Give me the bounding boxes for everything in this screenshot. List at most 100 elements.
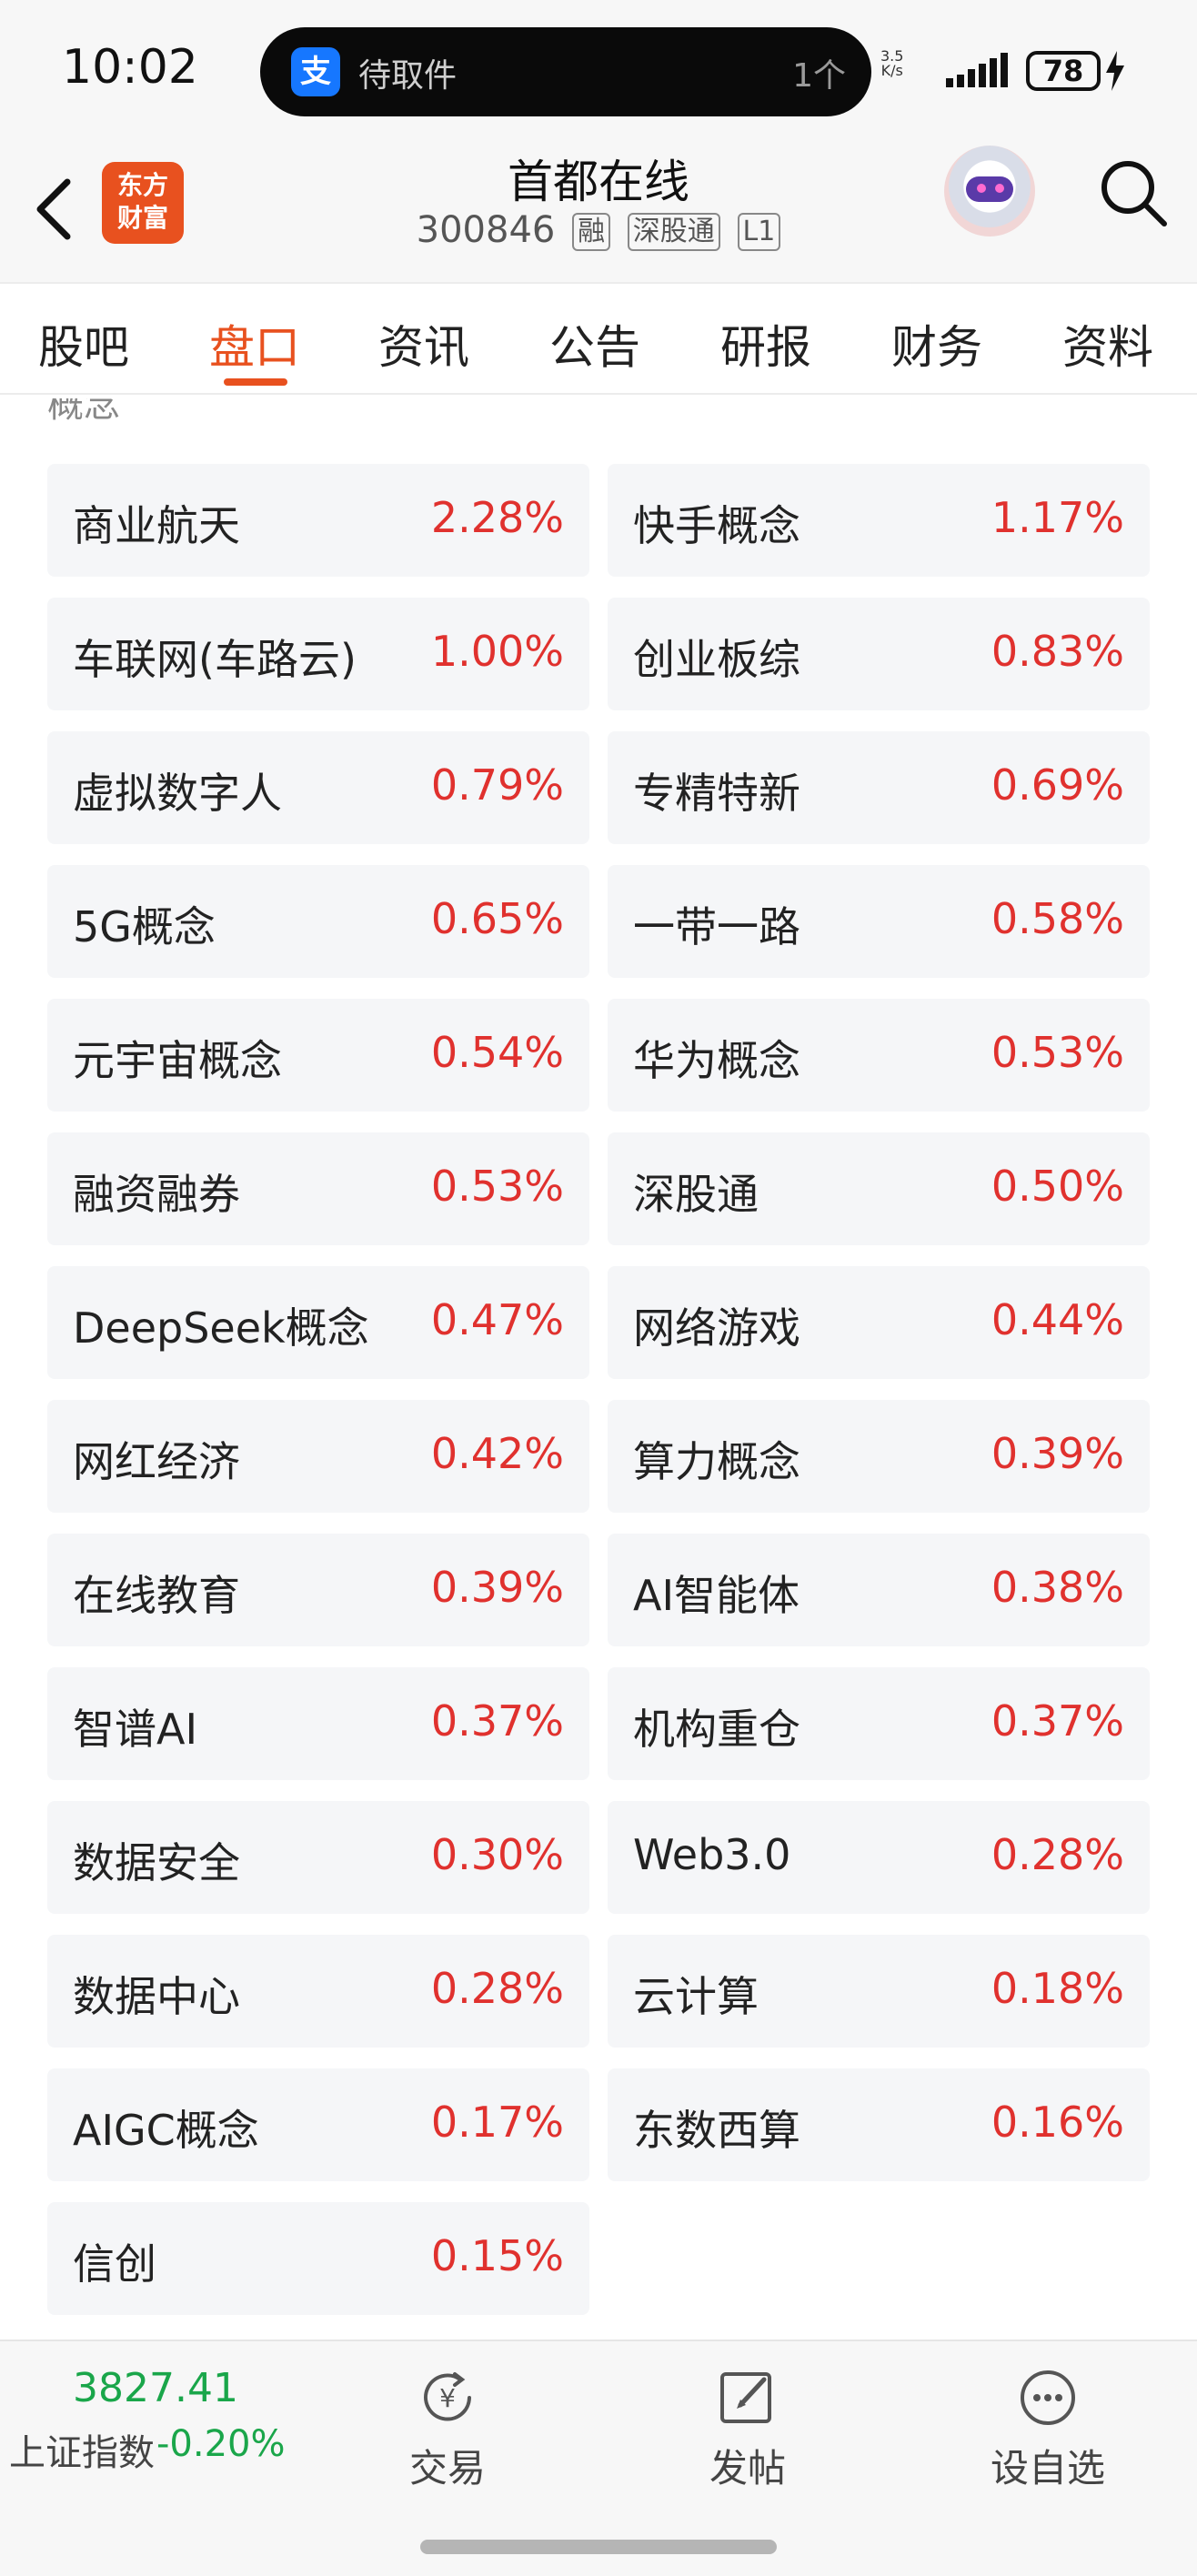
tab-news[interactable]: 资讯 — [378, 321, 469, 374]
level-badge: L1 — [737, 213, 781, 251]
concept-cell[interactable]: AI智能体 0.38% — [608, 1534, 1150, 1646]
concept-change: 0.47% — [430, 1295, 564, 1344]
concept-change: 0.79% — [430, 760, 564, 810]
notification-count: 1个 — [792, 57, 846, 95]
stock-code-row: 300846 融 深股通 L1 — [0, 209, 1197, 251]
charging-icon — [1106, 51, 1124, 91]
watchlist-label: 设自选 — [990, 2446, 1105, 2490]
concept-cell[interactable]: 网红经济 0.42% — [47, 1400, 589, 1513]
concept-cell[interactable]: 云计算 0.18% — [608, 1935, 1150, 2048]
home-indicator[interactable] — [420, 2540, 777, 2554]
concept-change: 0.18% — [991, 1964, 1124, 2013]
concept-name: 机构重仓 — [633, 1705, 800, 1754]
concept-cell[interactable]: 专精特新 0.69% — [608, 731, 1150, 844]
svg-text:¥: ¥ — [439, 2383, 456, 2413]
add-watchlist-button[interactable]: 设自选 — [957, 2363, 1139, 2493]
concept-cell[interactable]: 网络游戏 0.44% — [608, 1266, 1150, 1379]
concept-change: 0.83% — [991, 627, 1124, 676]
back-arrow-icon[interactable] — [27, 173, 82, 246]
tab-profile[interactable]: 资料 — [1062, 321, 1153, 374]
margin-badge: 融 — [572, 213, 611, 251]
tab-research[interactable]: 研报 — [720, 321, 811, 374]
concept-cell[interactable]: 5G概念 0.65% — [47, 865, 589, 978]
search-icon[interactable] — [1097, 156, 1170, 229]
concept-cell[interactable]: 车联网(车路云) 1.00% — [47, 598, 589, 710]
concept-change: 0.65% — [430, 894, 564, 943]
concept-change: 0.42% — [430, 1429, 564, 1478]
concept-name: 融资融券 — [73, 1170, 240, 1219]
concept-cell[interactable]: 东数西算 0.16% — [608, 2068, 1150, 2181]
bottom-toolbar: 3827.41 上证指数 -0.20% ¥ 交易 发帖 设自选 — [0, 2340, 1197, 2576]
concept-change: 0.37% — [430, 1696, 564, 1746]
concept-cell[interactable]: 深股通 0.50% — [608, 1132, 1150, 1245]
concept-change: 0.39% — [430, 1563, 564, 1612]
concept-name: 专精特新 — [633, 769, 800, 818]
concept-cell[interactable]: Web3.0 0.28% — [608, 1801, 1150, 1914]
concept-name: 5G概念 — [73, 902, 216, 951]
concept-name: AIGC概念 — [73, 2106, 259, 2155]
concept-cell[interactable]: 一带一路 0.58% — [608, 865, 1150, 978]
concept-change: 0.28% — [430, 1964, 564, 2013]
avatar-eye — [977, 184, 986, 193]
concept-change: 0.53% — [430, 1162, 564, 1211]
concept-name: Web3.0 — [633, 1830, 791, 1879]
tab-finance[interactable]: 财务 — [891, 321, 982, 374]
concept-cell[interactable]: AIGC概念 0.17% — [47, 2068, 589, 2181]
concept-name: 元宇宙概念 — [73, 1036, 282, 1085]
tab-bar: 股吧 盘口 资讯 公告 研报 财务 资料 — [0, 282, 1197, 395]
robot-avatar-icon[interactable] — [944, 146, 1035, 236]
more-dots-icon — [1021, 2370, 1075, 2425]
concept-cell[interactable]: 智谱AI 0.37% — [47, 1667, 589, 1780]
concept-name: 云计算 — [633, 1972, 759, 2021]
concept-cell[interactable]: DeepSeek概念 0.47% — [47, 1266, 589, 1379]
concept-change: 0.50% — [991, 1162, 1124, 1211]
post-button[interactable]: 发帖 — [657, 2363, 839, 2493]
tab-pankou[interactable]: 盘口 — [209, 321, 300, 374]
alipay-icon: 支 — [291, 47, 340, 96]
concept-name: 创业板综 — [633, 635, 800, 684]
status-icons: 3.5 K/s 78 — [880, 45, 1153, 100]
section-title-concepts: 概念 — [47, 384, 120, 426]
concept-cell[interactable]: 数据中心 0.28% — [47, 1935, 589, 2048]
concept-cell[interactable]: 华为概念 0.53% — [608, 999, 1150, 1112]
index-change: -0.20% — [156, 2423, 286, 2465]
concept-change: 0.17% — [430, 2098, 564, 2147]
concept-change: 0.44% — [991, 1295, 1124, 1344]
concept-change: 0.39% — [991, 1429, 1124, 1478]
concept-name: 一带一路 — [633, 902, 800, 951]
concept-cell[interactable]: 创业板综 0.83% — [608, 598, 1150, 710]
tab-announcements[interactable]: 公告 — [549, 321, 640, 374]
concept-change: 2.28% — [430, 493, 564, 542]
concept-cell[interactable]: 信创 0.15% — [47, 2202, 589, 2315]
concept-name: 东数西算 — [633, 2106, 800, 2155]
tab-guba[interactable]: 股吧 — [38, 321, 129, 374]
concept-cell[interactable]: 快手概念 1.17% — [608, 464, 1150, 577]
concept-cell[interactable]: 机构重仓 0.37% — [608, 1667, 1150, 1780]
dynamic-island-notification[interactable]: 支 待取件 1个 — [260, 27, 871, 116]
eastmoney-logo[interactable]: 东方 财富 — [102, 162, 184, 244]
signal-icon — [946, 53, 1008, 87]
concept-name: 虚拟数字人 — [73, 769, 282, 818]
concept-name: 车联网(车路云) — [73, 635, 357, 684]
concept-name: 网络游戏 — [633, 1303, 800, 1353]
avatar-visor — [966, 176, 1013, 202]
concept-change: 0.28% — [991, 1830, 1124, 1879]
concept-cell[interactable]: 商业航天 2.28% — [47, 464, 589, 577]
concept-change: 0.69% — [991, 760, 1124, 810]
concept-name: 华为概念 — [633, 1036, 800, 1085]
concept-cell[interactable]: 元宇宙概念 0.54% — [47, 999, 589, 1112]
concept-change: 0.38% — [991, 1563, 1124, 1612]
concept-cell[interactable]: 虚拟数字人 0.79% — [47, 731, 589, 844]
concept-cell[interactable]: 融资融券 0.53% — [47, 1132, 589, 1245]
concept-cell[interactable]: 数据安全 0.30% — [47, 1801, 589, 1914]
concept-change: 0.37% — [991, 1696, 1124, 1746]
concept-change: 0.54% — [430, 1028, 564, 1077]
concept-change: 0.53% — [991, 1028, 1124, 1077]
index-value: 3827.41 — [73, 2365, 238, 2411]
active-tab-indicator — [224, 378, 287, 386]
index-name: 上证指数 — [9, 2432, 155, 2474]
trade-button[interactable]: ¥ 交易 — [357, 2363, 538, 2493]
concept-name: 快手概念 — [633, 501, 800, 550]
concept-cell[interactable]: 算力概念 0.39% — [608, 1400, 1150, 1513]
concept-cell[interactable]: 在线教育 0.39% — [47, 1534, 589, 1646]
